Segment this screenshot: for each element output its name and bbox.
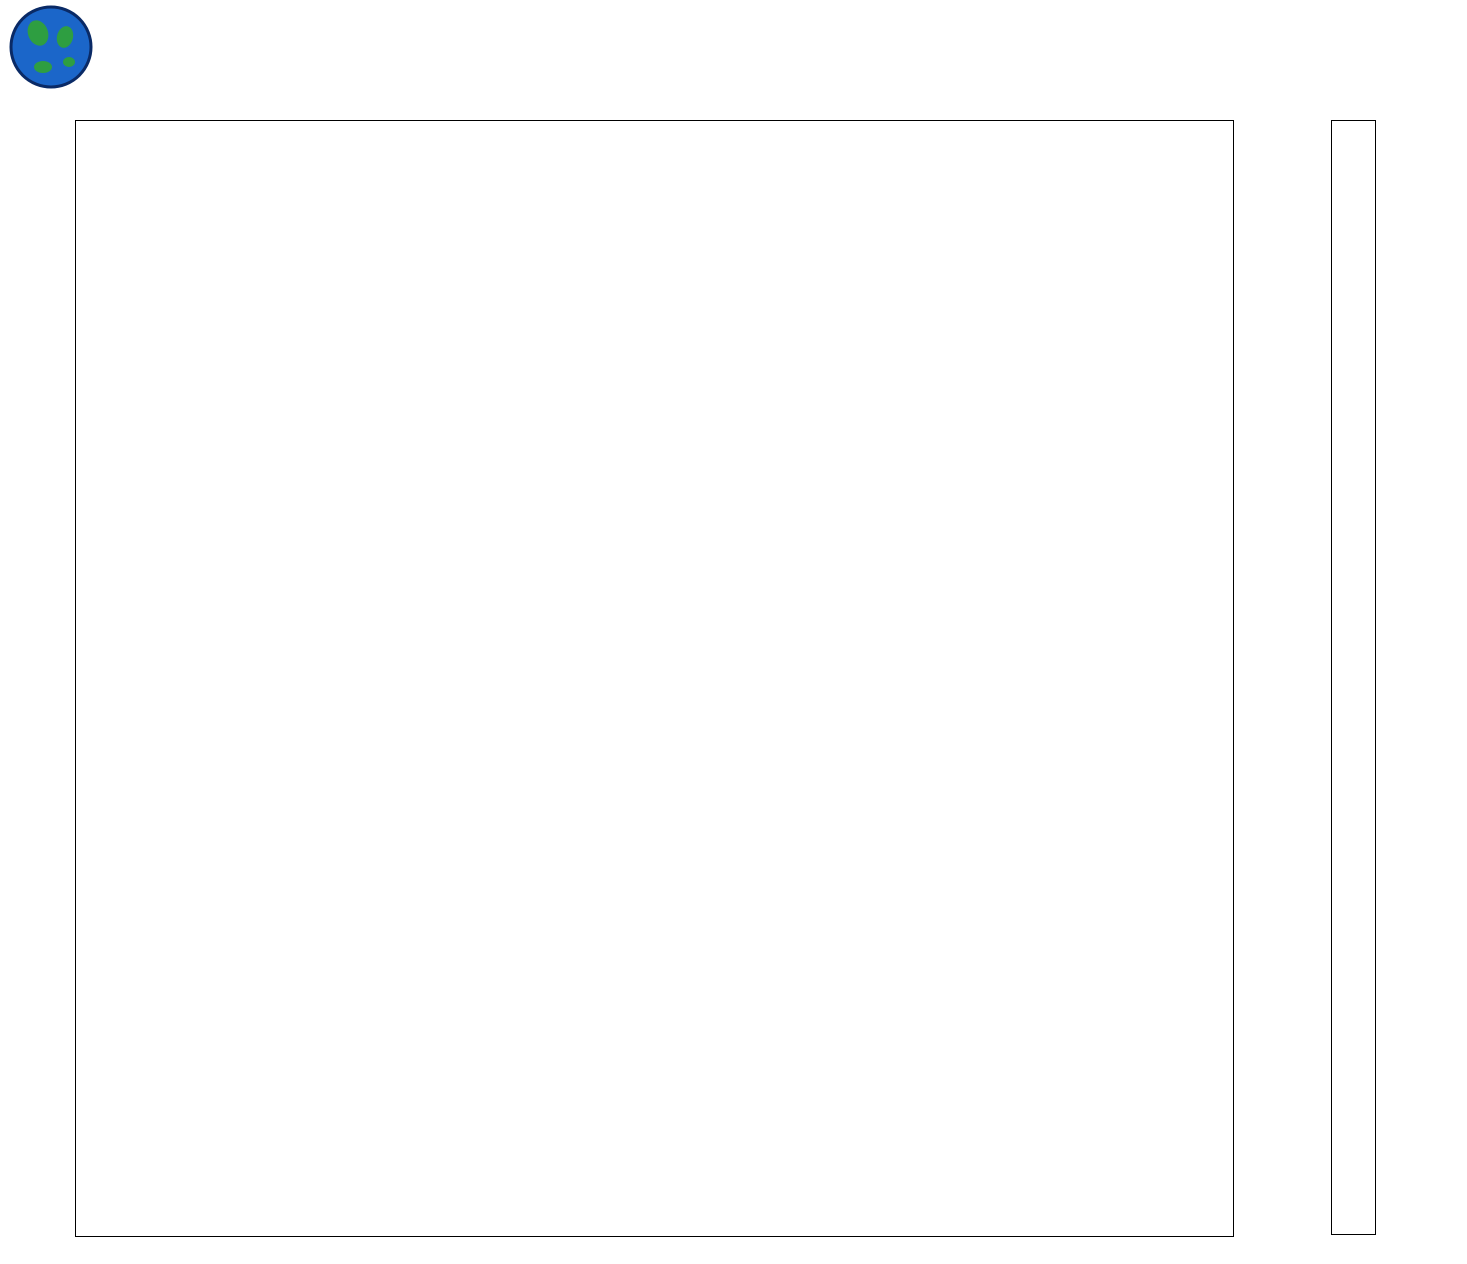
logo-continent — [27, 20, 49, 46]
logo-globe — [9, 5, 93, 89]
colorbar-label — [1418, 120, 1462, 1235]
colorbar — [1331, 120, 1376, 1235]
wind-barb-canvas — [76, 121, 376, 271]
logo-continent — [56, 26, 74, 48]
plot-area — [75, 120, 1234, 1237]
coaps-logo — [9, 5, 93, 89]
logo-continent — [63, 57, 75, 67]
logo-continent — [34, 61, 52, 73]
